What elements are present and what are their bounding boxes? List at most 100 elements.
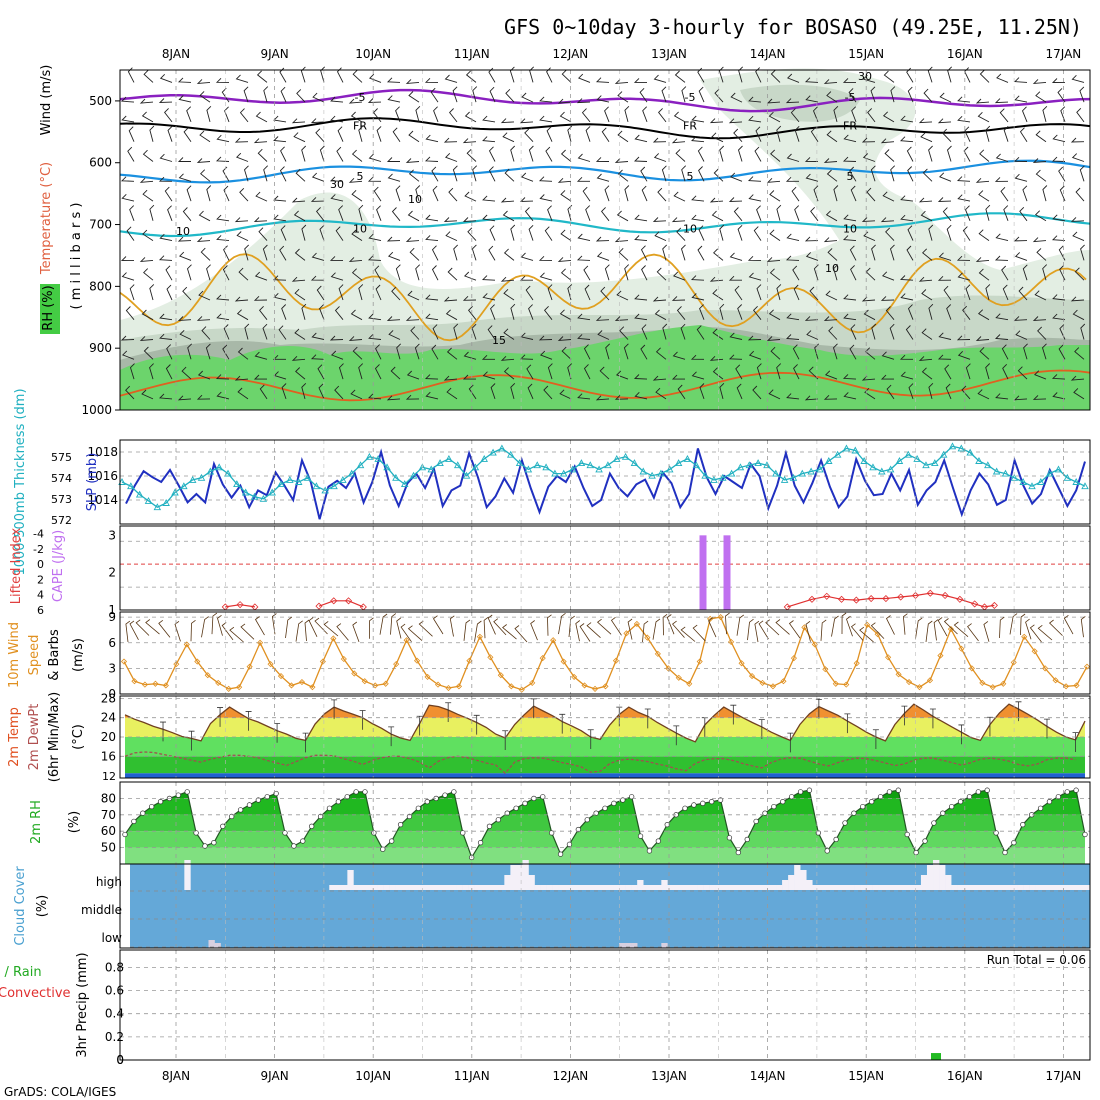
precip-tick-label: 0.4 [105,1007,124,1021]
wind-barb [139,336,154,341]
wind-barb [691,293,705,301]
lifted-index-point [783,603,791,611]
wind-barb [464,111,477,123]
wind-speed-point [958,645,965,652]
wind-barb [504,168,515,182]
wind-barb [1023,343,1028,360]
rh-point [175,792,181,798]
wind-speed-point [215,679,222,686]
wind-barb [661,86,667,103]
wind-speed-point [455,683,463,690]
wind-barb [396,343,402,360]
wind-barb [350,389,363,400]
wind-barb [770,69,781,83]
temp-tick-label: 16 [101,749,116,763]
wind-barb-10m [240,623,255,640]
precip-tick-label: 0.2 [105,1030,124,1044]
wind-barb [351,149,363,162]
wind-barb [927,66,933,83]
wind-barb [386,157,400,162]
wind-barb [850,185,857,202]
wind-barb [164,108,173,123]
thickness-point [966,448,974,456]
date-label-top: 10JAN [355,47,391,61]
thickness-point [180,482,188,490]
wind-barb [391,286,401,301]
wind-speed-point [717,614,724,621]
rh-point [317,813,324,820]
wind-barb [126,226,135,241]
wind-barb [452,165,458,182]
wind-barb [1001,265,1009,281]
wind-barb [405,237,420,243]
cloud-high-bar [727,885,735,890]
cloud-high-bar [1029,885,1036,890]
cloud-high-bar [558,885,566,890]
wind-barb [521,92,534,103]
wind-barb [405,158,420,164]
rh-point [824,848,830,854]
wind10m-axis-label: & Barbs [47,629,62,681]
wind-barb [500,355,515,361]
wind-barb [978,229,990,241]
wind-barb [1003,205,1009,221]
wind-barb [464,191,477,202]
wind-barb [1035,169,1047,182]
wind-barb [296,89,306,103]
wind-barb [730,92,743,103]
wind-barb [336,67,344,83]
wind-barb [709,197,724,203]
wind-speed-point [518,686,525,693]
wind-barb [121,115,135,123]
wind-barb [567,284,573,301]
wind-barb [961,385,971,400]
wind-barb [291,355,306,361]
wind-barb [431,265,439,281]
rh-point [397,821,404,828]
wind-speed-point [257,639,264,646]
wind-barb [127,67,135,83]
temp-minmax-bar [844,713,851,734]
wind-barb [652,137,667,143]
wind-barb [253,374,268,380]
wind-speed-point [738,660,745,667]
wind-barb [254,351,268,360]
wind-barb [769,268,781,281]
wind-barb [964,205,971,221]
temp-minmax-bar [302,732,309,753]
precip-legend-total: Total / Rain [0,965,42,980]
wind-barb [804,77,819,83]
wind-barb-10m [285,616,293,639]
rh-point [149,803,155,810]
wind-speed-point [550,637,557,644]
slp-frame [119,439,1091,525]
temp-minmax-bar [530,698,537,719]
wind-barb [158,393,173,400]
wind-barb [942,207,952,222]
wind-barb [462,217,477,223]
wind-speed-point [780,678,787,685]
date-label-bottom: 11JAN [454,1069,490,1083]
rh-point [735,849,741,856]
wind-tick-label: 3 [108,661,116,675]
wind-speed-point [120,658,128,665]
cloud-high-bar [425,885,433,890]
wind-barb [918,276,933,282]
temp-band [125,704,1085,718]
wind-barb [374,364,382,380]
wind-speed-point [1000,680,1007,687]
contour-label: 5 [847,170,854,183]
wind-barb [975,336,990,342]
wind-barb [938,252,952,261]
wind-barb [1052,134,1066,143]
wind-barb [890,165,896,182]
wind-barb [833,185,839,202]
slp-tick-label: 1014 [87,493,118,507]
rh-legend-swatch [40,284,60,334]
thickness-point [621,452,630,460]
wind-barb [755,67,762,83]
thickness-point [701,471,709,479]
wind-barb [139,257,154,262]
wind-barb-10m [775,619,790,635]
lifted-index-point [359,603,367,611]
